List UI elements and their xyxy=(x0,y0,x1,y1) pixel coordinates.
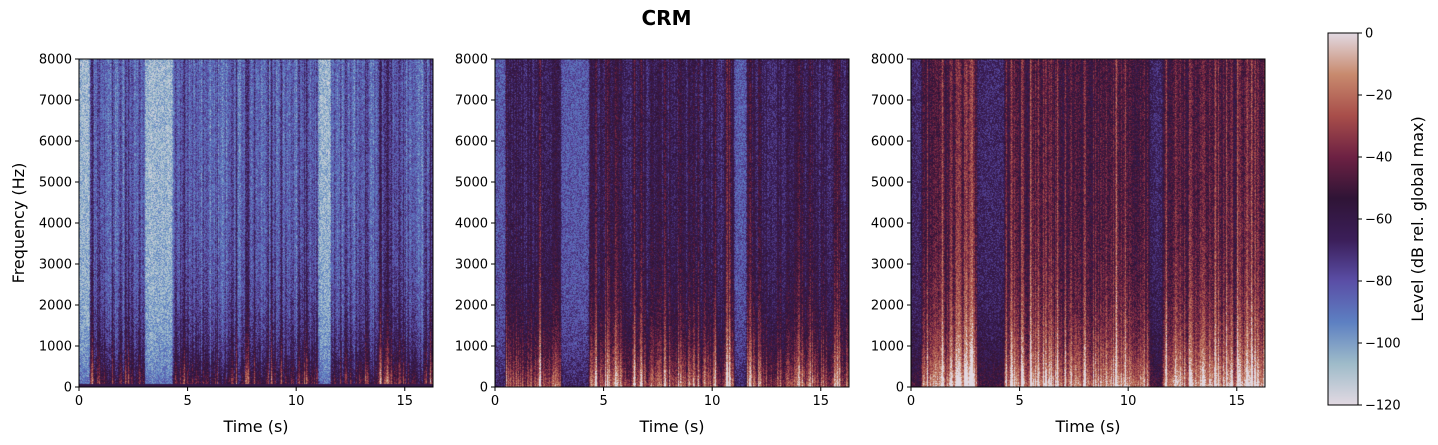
y-tick-label: 6000 xyxy=(455,135,488,150)
x-axis-label: Time (s) xyxy=(222,417,288,436)
spectrogram-panel-2: 0 5 10 15 0 1000 2000 3000 4000 5000 6000 7000 8000 T… xyxy=(455,53,850,436)
colorbar-tick-label: 0 xyxy=(1365,27,1373,42)
y-tick-label: 1000 xyxy=(871,340,904,355)
colorbar-label: Level (dB rel. global max) xyxy=(1408,116,1427,321)
y-axis-label: Frequency (Hz) xyxy=(9,163,28,284)
y-tick-label: 5000 xyxy=(39,176,72,191)
y-tick-label: 6000 xyxy=(39,135,72,150)
y-tick-label: 2000 xyxy=(455,299,488,314)
spectrogram-image-1 xyxy=(79,59,433,387)
y-tick-label: 3000 xyxy=(455,258,488,273)
y-tick-label: 3000 xyxy=(39,258,72,273)
spectrogram-image-3 xyxy=(911,59,1265,387)
y-tick-label: 4000 xyxy=(39,217,72,232)
spectrogram-panel-1: 0 5 10 15 0 1000 2000 3000 4000 5000 6000 7000 8000 T… xyxy=(9,53,434,436)
spectrogram-image-2 xyxy=(495,59,849,387)
x-tick-label: 15 xyxy=(812,394,829,409)
y-tick-label: 8000 xyxy=(39,53,72,68)
y-tick-label: 0 xyxy=(896,381,904,396)
y-tick-label: 5000 xyxy=(871,176,904,191)
x-tick-label: 0 xyxy=(907,394,915,409)
spectrogram-panel-3: 0 5 10 15 0 1000 2000 3000 4000 5000 6000 7000 8000 T… xyxy=(871,53,1266,436)
y-tick-label: 8000 xyxy=(871,53,904,68)
y-tick-label: 4000 xyxy=(455,217,488,232)
y-tick-label: 1000 xyxy=(455,340,488,355)
colorbar-tick-label: −20 xyxy=(1365,89,1392,104)
y-tick-label: 4000 xyxy=(871,217,904,232)
x-tick-label: 15 xyxy=(396,394,413,409)
x-tick-label: 5 xyxy=(599,394,607,409)
y-tick-label: 0 xyxy=(480,381,488,396)
x-tick-label: 10 xyxy=(704,394,721,409)
colorbar-bar xyxy=(1327,32,1359,406)
colorbar-tick-label: −60 xyxy=(1365,213,1392,228)
y-tick-label: 6000 xyxy=(871,135,904,150)
y-tick-label: 8000 xyxy=(455,53,488,68)
y-tick-label: 7000 xyxy=(871,94,904,109)
x-tick-label: 5 xyxy=(183,394,191,409)
y-tick-label: 2000 xyxy=(871,299,904,314)
y-tick-label: 1000 xyxy=(39,340,72,355)
y-tick-label: 5000 xyxy=(455,176,488,191)
colorbar-tick-label: −100 xyxy=(1365,337,1401,352)
y-tick-label: 7000 xyxy=(455,94,488,109)
spectrogram-panels: 0 5 10 15010002000300040005000600070008000T… xyxy=(9,53,1266,436)
x-axis-label: Time (s) xyxy=(638,417,704,436)
x-axis-label: Time (s) xyxy=(1054,417,1120,436)
colorbar-tick-label: −120 xyxy=(1365,399,1401,414)
x-tick-label: 10 xyxy=(1120,394,1137,409)
figure-title: CRM xyxy=(641,6,692,30)
x-tick-label: 5 xyxy=(1015,394,1023,409)
x-tick-label: 10 xyxy=(288,394,305,409)
x-tick-label: 0 xyxy=(75,394,83,409)
colorbar: 0 −20 −40 −60 −80 −100 −120 Level (dB rel. glob… xyxy=(1327,27,1427,414)
y-tick-label: 0 xyxy=(64,381,72,396)
y-tick-label: 2000 xyxy=(39,299,72,314)
y-tick-label: 7000 xyxy=(39,94,72,109)
colorbar-tick-label: −40 xyxy=(1365,151,1392,166)
y-tick-label: 3000 xyxy=(871,258,904,273)
x-tick-label: 15 xyxy=(1228,394,1245,409)
x-tick-label: 0 xyxy=(491,394,499,409)
colorbar-tick-label: −80 xyxy=(1365,275,1392,290)
